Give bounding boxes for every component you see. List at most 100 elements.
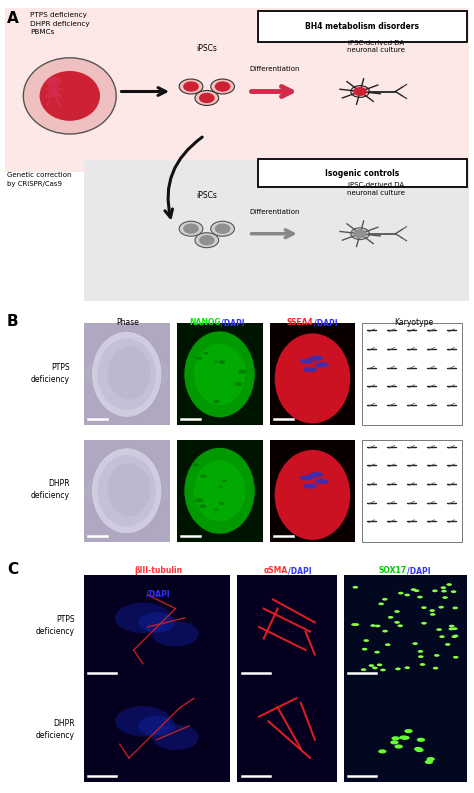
Text: Karyotype: Karyotype [394,319,433,328]
FancyBboxPatch shape [258,11,467,42]
Ellipse shape [195,232,219,247]
Circle shape [442,596,448,599]
Circle shape [388,616,393,619]
Ellipse shape [184,448,255,534]
Circle shape [47,78,60,86]
Circle shape [414,589,419,592]
Circle shape [451,590,456,593]
Ellipse shape [213,400,219,403]
Circle shape [394,621,400,624]
Text: iPSC-derived DA
neuronal culture: iPSC-derived DA neuronal culture [347,182,405,196]
Ellipse shape [315,362,329,367]
Ellipse shape [138,612,175,633]
Circle shape [449,625,455,627]
FancyBboxPatch shape [5,8,469,172]
Text: SSEA4: SSEA4 [287,319,314,328]
Text: PTPS
deficiency: PTPS deficiency [31,362,70,384]
Circle shape [421,606,427,609]
Circle shape [398,592,404,595]
Circle shape [441,590,447,592]
Ellipse shape [115,603,171,633]
Circle shape [447,583,452,586]
Circle shape [432,589,438,592]
Polygon shape [46,86,61,97]
Ellipse shape [23,58,116,134]
FancyBboxPatch shape [344,679,467,782]
Circle shape [404,729,413,734]
Text: iPSCs: iPSCs [196,191,217,200]
FancyBboxPatch shape [84,679,230,782]
Circle shape [401,736,410,740]
Circle shape [410,588,416,591]
FancyBboxPatch shape [84,324,170,425]
Ellipse shape [152,621,199,646]
Ellipse shape [152,725,199,750]
Ellipse shape [303,484,317,488]
Circle shape [364,639,369,642]
Ellipse shape [219,502,225,505]
Circle shape [184,224,198,233]
Circle shape [351,623,357,626]
FancyBboxPatch shape [270,324,356,425]
Ellipse shape [91,331,162,417]
Ellipse shape [274,450,350,540]
Circle shape [436,628,442,631]
Ellipse shape [108,463,150,516]
Circle shape [452,627,457,630]
Ellipse shape [351,86,369,98]
Circle shape [392,736,400,741]
Circle shape [374,651,380,653]
Circle shape [353,586,358,588]
Ellipse shape [214,508,219,511]
Circle shape [394,610,400,613]
Circle shape [404,594,410,596]
Circle shape [216,224,230,233]
Ellipse shape [222,480,227,482]
Ellipse shape [219,360,225,364]
Circle shape [354,623,359,626]
Circle shape [425,760,433,764]
Circle shape [362,648,367,650]
Text: DHPR
deficiency: DHPR deficiency [31,479,70,500]
Ellipse shape [238,370,246,374]
Ellipse shape [219,486,222,488]
Circle shape [378,749,387,753]
FancyBboxPatch shape [84,160,469,301]
Ellipse shape [309,472,323,477]
Text: iPSC-derived DA
neuronal culture: iPSC-derived DA neuronal culture [347,40,405,53]
Circle shape [417,596,423,599]
Text: /DAPI: /DAPI [146,589,170,598]
Circle shape [383,630,388,633]
Ellipse shape [274,333,350,423]
Circle shape [420,663,425,666]
Ellipse shape [195,90,219,105]
Circle shape [377,664,383,666]
Circle shape [453,656,458,659]
Text: Genetic correction
by CRISPR/Cas9: Genetic correction by CRISPR/Cas9 [7,172,72,186]
Ellipse shape [196,357,202,360]
Text: /DAPI: /DAPI [314,319,337,328]
Circle shape [361,668,366,671]
Text: C: C [7,561,18,577]
Circle shape [453,634,458,638]
FancyBboxPatch shape [237,679,337,782]
Text: Phase: Phase [117,319,139,328]
Ellipse shape [211,221,235,236]
Circle shape [354,88,366,95]
Circle shape [372,667,378,669]
Circle shape [390,741,399,745]
Text: BH4 metabolism disorders: BH4 metabolism disorders [305,22,419,31]
Circle shape [382,598,388,600]
Circle shape [427,757,435,761]
Text: SOX17: SOX17 [378,566,407,575]
Circle shape [452,635,457,638]
Text: PTPS
deficiency: PTPS deficiency [36,615,74,636]
Ellipse shape [196,498,203,502]
Ellipse shape [98,339,156,410]
Circle shape [438,606,444,608]
Circle shape [370,624,376,627]
Ellipse shape [214,361,218,362]
Text: /DAPI: /DAPI [221,319,245,328]
Circle shape [385,643,391,646]
Circle shape [429,609,435,612]
